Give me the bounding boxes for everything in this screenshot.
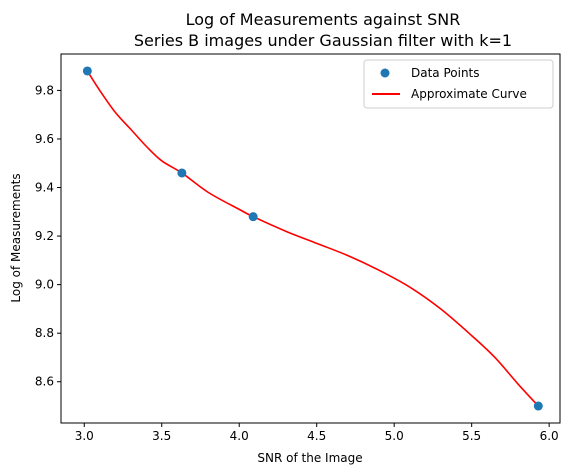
data-point	[534, 402, 543, 411]
data-point	[249, 212, 258, 221]
data-point	[83, 66, 92, 75]
y-axis-label: Log of Measurements	[9, 173, 23, 302]
x-tick-label: 4.0	[230, 429, 249, 443]
approximate-curve-line	[87, 71, 538, 406]
y-tick-label: 9.0	[35, 278, 54, 292]
plot-area	[83, 66, 543, 410]
x-axis-label: SNR of the Image	[257, 451, 362, 465]
legend-label-data-points: Data Points	[411, 66, 480, 80]
legend-marker-data-points	[381, 69, 390, 78]
y-tick-label: 9.2	[35, 229, 54, 243]
legend-label-approximate-curve: Approximate Curve	[411, 87, 527, 101]
y-tick-label: 9.6	[35, 132, 54, 146]
data-point	[177, 168, 186, 177]
chart-title: Log of Measurements against SNR	[186, 10, 461, 29]
x-tick-label: 3.0	[75, 429, 94, 443]
y-tick-label: 8.8	[35, 326, 54, 340]
y-tick-label: 8.6	[35, 375, 54, 389]
x-tick-label: 5.5	[462, 429, 481, 443]
y-tick-label: 9.8	[35, 83, 54, 97]
x-tick-label: 6.0	[540, 429, 559, 443]
legend: Data Points Approximate Curve	[364, 60, 553, 108]
axes-frame	[61, 54, 560, 423]
x-tick-label: 4.5	[307, 429, 326, 443]
y-tick-label: 9.4	[35, 181, 54, 195]
chart-subtitle: Series B images under Gaussian filter wi…	[134, 31, 512, 50]
x-tick-label: 5.0	[385, 429, 404, 443]
x-tick-label: 3.5	[152, 429, 171, 443]
